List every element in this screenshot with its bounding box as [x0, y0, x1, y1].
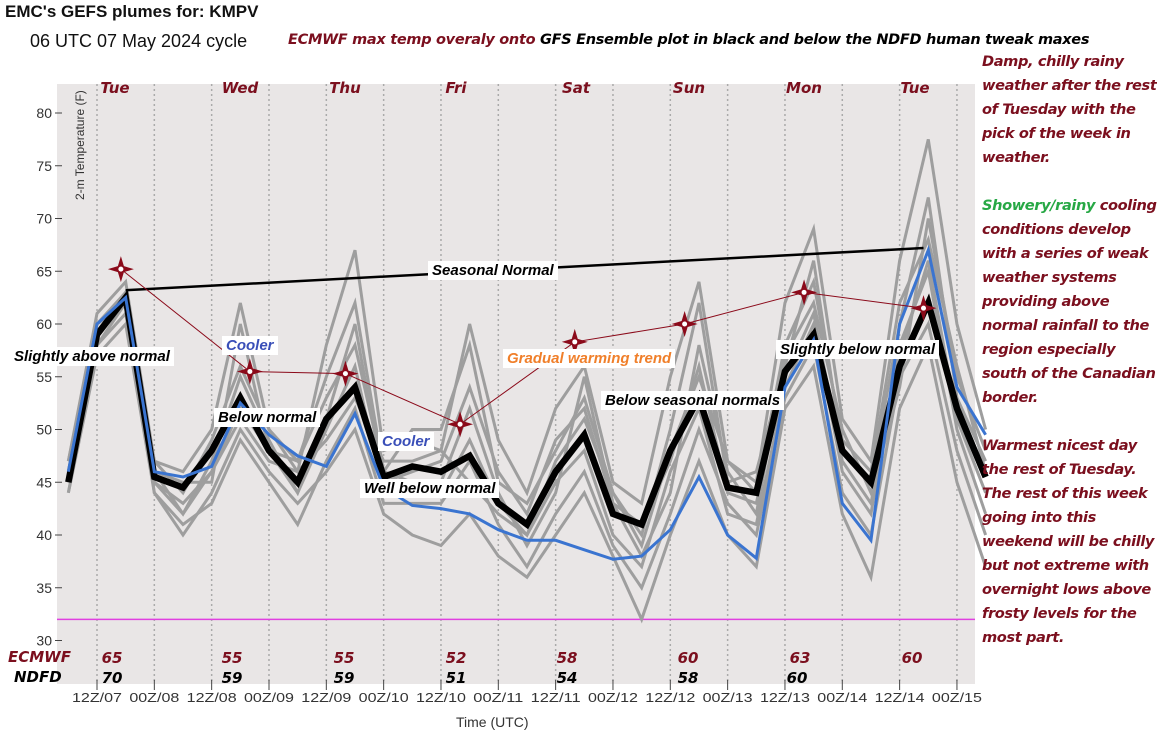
day-label: Tue	[100, 79, 129, 97]
x-tick-label: 12Z/08	[187, 690, 237, 705]
x-tick-label: 00Z/15	[932, 690, 982, 705]
x-tick-label: 00Z/08	[129, 690, 179, 705]
x-tick-label: 12Z/12	[645, 690, 695, 705]
y-tick-label: 40	[36, 527, 52, 543]
discussion-para-2-rest: cooling conditions develop with a series…	[982, 197, 1157, 406]
x-tick-label: 12Z/07	[72, 690, 122, 705]
x-tick-label: 00Z/13	[703, 690, 753, 705]
x-tick-label: 12Z/09	[301, 690, 351, 705]
ecmwf-value: 63	[790, 649, 811, 667]
ecmwf-row-label: ECMWF	[8, 648, 71, 666]
ensemble-mean-line	[65, 289, 989, 530]
day-label: Tue	[900, 79, 929, 97]
ecmwf-value: 52	[446, 649, 467, 667]
x-tick-label: 00Z/14	[817, 690, 867, 705]
headline: ECMWF max temp overaly onto GFS Ensemble…	[288, 32, 1089, 48]
day-label: Thu	[329, 79, 361, 97]
ecmwf-value: 55	[222, 649, 243, 667]
y-tick-label: 80	[36, 105, 52, 121]
y-tick-label: 50	[36, 422, 52, 438]
ecmwf-star-center	[342, 371, 348, 377]
y-axis-label: 2-m Temperature (F)	[73, 90, 87, 200]
day-label: Fri	[445, 79, 467, 97]
member-line	[66, 320, 988, 624]
x-axis-label: Time (UTC)	[456, 714, 529, 730]
day-label: Sat	[562, 79, 591, 97]
ecmwf-star-center	[801, 289, 807, 295]
discussion-para-1: Damp, chilly rainy weather after the res…	[982, 53, 1157, 166]
x-tick-label: 12Z/10	[416, 690, 466, 705]
x-tick-label: 12Z/13	[760, 690, 810, 705]
ecmwf-star-center	[118, 266, 124, 272]
ndfd-value: 59	[222, 669, 243, 687]
ndfd-row-label: NDFD	[14, 668, 62, 686]
x-tick-label: 00Z/09	[244, 690, 294, 705]
y-tick-label: 55	[36, 369, 52, 385]
warming-trend-label: Gradual warming trend	[503, 349, 676, 368]
y-tick-label: 70	[36, 211, 52, 227]
forecast-discussion: Damp, chilly rainy weather after the res…	[982, 50, 1157, 674]
ecmwf-trend-line	[120, 268, 924, 425]
x-tick-label: 12Z/11	[531, 690, 581, 705]
ecmwf-star-center	[921, 305, 927, 311]
ndfd-value: 70	[102, 669, 123, 687]
chart-title: EMC's GEFS plumes for: KMPV	[5, 2, 259, 21]
ecmwf-star-center	[457, 421, 463, 427]
headline-black: GFS Ensemble plot in black and below the…	[540, 32, 1090, 48]
ecmwf-star-center	[572, 339, 578, 345]
ecmwf-value: 60	[902, 649, 923, 667]
well-below-label: Well below normal	[360, 479, 500, 498]
ecmwf-value: 55	[334, 649, 355, 667]
cooler-label-1: Cooler	[222, 336, 278, 355]
below-seasonal-label: Below seasonal normals	[601, 391, 785, 410]
y-tick-label: 65	[36, 263, 52, 279]
discussion-para-3: Warmest nicest day the rest of Tuesday. …	[982, 437, 1155, 646]
ecmwf-value: 65	[102, 649, 123, 667]
y-tick-label: 75	[36, 158, 52, 174]
ndfd-value: 60	[787, 669, 808, 687]
x-tick-label: 00Z/10	[359, 690, 409, 705]
cycle-label: 06 UTC 07 May 2024 cycle	[30, 31, 248, 51]
seasonal-normal-label: Seasonal Normal	[428, 261, 558, 280]
slightly-below-label: Slightly below normal	[776, 340, 940, 359]
ecmwf-star-center	[247, 368, 253, 374]
y-tick-label: 60	[36, 316, 52, 332]
day-label: Wed	[222, 79, 259, 97]
headline-red: ECMWF max temp overaly onto	[288, 32, 540, 48]
ndfd-value: 54	[557, 669, 578, 687]
ndfd-value: 51	[446, 669, 467, 687]
day-label: Sun	[673, 79, 705, 97]
cooler-label-2: Cooler	[378, 432, 434, 451]
x-tick-label: 00Z/11	[473, 690, 523, 705]
x-tick-label: 12Z/14	[875, 690, 925, 705]
day-label: Mon	[786, 79, 822, 97]
y-tick-label: 30	[36, 633, 52, 649]
ecmwf-star-center	[682, 321, 688, 327]
y-tick-label: 45	[36, 474, 52, 490]
showery-rainy-text: Showery/rainy	[982, 197, 1096, 214]
below-normal-label: Below normal	[214, 408, 321, 427]
ndfd-value: 58	[678, 669, 699, 687]
ndfd-value: 59	[334, 669, 355, 687]
ecmwf-value: 60	[678, 649, 699, 667]
discussion-para-2: Showery/rainy cooling conditions develop…	[982, 194, 1157, 410]
x-tick-label: 00Z/12	[588, 690, 638, 705]
ecmwf-value: 58	[557, 649, 578, 667]
slightly-above-label: Slightly above normal	[10, 347, 174, 366]
y-tick-label: 35	[36, 580, 52, 596]
control-line	[66, 244, 987, 561]
